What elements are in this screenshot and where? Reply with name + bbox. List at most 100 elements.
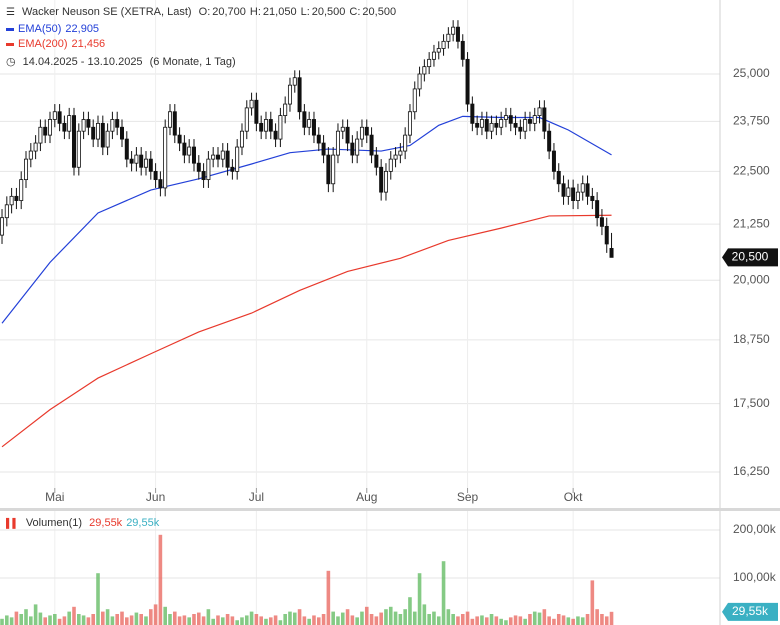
volume-bar [24,609,28,625]
y-tick-label: 25,000 [733,66,770,80]
volume-bar [182,615,187,625]
ohlc-value: 21,050 [262,6,297,18]
volume-bar [220,617,225,625]
volume-bar [480,615,484,625]
legend-entry: EMA(50) 22,905 [6,23,109,35]
volume-bar [489,614,494,625]
candle-body [287,84,292,105]
volume-bar [446,609,451,625]
volume-bar [240,617,244,625]
x-tick-label: Sep [457,490,479,504]
candle-body [225,150,230,168]
volume-bar [537,612,542,625]
volume-bar [96,573,100,625]
candle-body [167,111,172,128]
y-tick-label: 200,00k [733,522,777,536]
volume-bar [278,620,283,625]
volume-bar [508,617,513,625]
candle-body [503,115,508,120]
candle-body [38,126,43,144]
volume-bar [547,616,551,625]
candle-body [215,154,220,160]
candle-body [254,99,259,124]
volume-bar [345,609,350,625]
candle-body [609,248,614,258]
volume-tag-label: 29,55k [732,604,769,618]
volume-bar [369,614,374,625]
volume-bar [259,616,263,625]
candle-body [206,158,211,181]
x-tick-label: Jul [249,490,264,504]
candle-body [187,146,192,156]
volume-bar [33,604,38,625]
candle-body [364,126,369,136]
candle-body [345,126,350,144]
volume-bar [177,616,182,625]
candle-body [431,51,436,60]
volume-bar [475,616,479,625]
candle-body [403,134,408,152]
candle-body [43,126,48,136]
candle-body [441,40,446,49]
candle-body [571,187,576,201]
candle-body [379,166,384,193]
volume-bar [374,616,379,625]
candle-body [235,146,240,172]
period: (6 Monate, 1 Tag) [149,56,236,68]
volume-bar [326,570,331,625]
volume-bar [331,611,335,625]
candle-body [331,154,336,185]
ohlc-value: 20,500 [362,6,397,18]
candle-body [110,119,115,132]
volume-bar [288,611,292,625]
legend-value: 21,456 [71,38,106,50]
y-tick-label: 17,500 [733,396,770,410]
volume-value: 29,55k [89,517,123,529]
volume-bar [5,615,9,625]
candle-body [259,122,264,132]
candle-body [393,154,398,160]
legend-name: EMA(200) [18,38,68,50]
candle-body [268,119,273,132]
volume-tag-box [722,602,778,621]
candle-body [100,122,105,148]
volume-bar [422,604,427,625]
volume-bar [528,614,532,625]
title: Wacker Neuson SE (XETRA, Last) [22,6,192,18]
candle-body [52,111,57,120]
volume-bar [590,580,595,625]
volume-bar [451,614,455,625]
volume-bar [292,612,297,625]
volume-bar [350,615,355,625]
candle-body [76,130,81,168]
candle-body [239,130,244,148]
volume-bar [604,616,609,625]
volume-name: Volumen(1) [25,517,83,529]
candle-body [4,204,9,219]
volume-bar [518,616,523,625]
volume-bar [609,611,614,625]
ohlc-key: H: [249,6,261,18]
volume-bar [139,614,143,625]
volume-bar [542,609,547,625]
volume-bar [14,611,19,625]
volume-bar [532,611,537,625]
candle-body [359,126,364,140]
volume-bar [398,614,403,625]
ema-legend: EMA(50) 22,905 EMA(200) 21,456 [6,23,109,53]
volume-bar [336,616,340,625]
volume-bar [403,609,407,625]
volume-bar [523,618,527,625]
candle-body [81,119,86,132]
volume-bar [585,614,590,625]
date-range: 14.04.2025 - 13.10.2025 [22,56,143,68]
candle-body [369,134,374,156]
candle-body [532,115,537,124]
volume-bar [283,614,287,625]
volume-bar [499,618,503,625]
candle-body [278,115,283,140]
volume-bar [552,618,556,625]
volume-bar [62,616,67,625]
volume-bar [465,611,470,625]
ohlc-key: C: [349,6,361,18]
